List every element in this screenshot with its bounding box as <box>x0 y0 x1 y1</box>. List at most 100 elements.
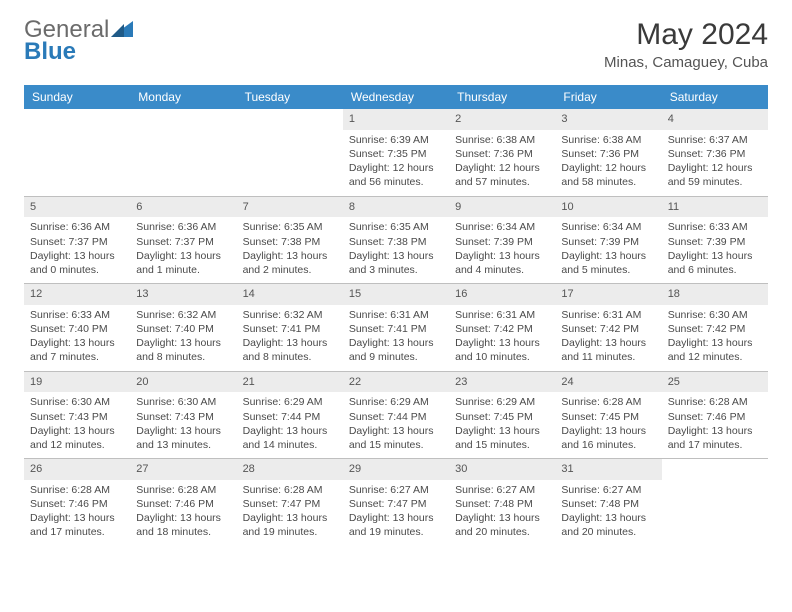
calendar-cell: 17Sunrise: 6:31 AMSunset: 7:42 PMDayligh… <box>555 284 661 371</box>
daylight-line: Daylight: 13 hours and 2 minutes. <box>243 249 337 277</box>
day-number: 28 <box>237 459 343 480</box>
brand-part2: Blue <box>24 40 133 64</box>
sunrise-line: Sunrise: 6:38 AM <box>455 133 549 147</box>
sunrise-line: Sunrise: 6:28 AM <box>30 483 124 497</box>
daylight-line: Daylight: 13 hours and 15 minutes. <box>455 424 549 452</box>
calendar-week-row: 26Sunrise: 6:28 AMSunset: 7:46 PMDayligh… <box>24 459 768 546</box>
day-details: Sunrise: 6:28 AMSunset: 7:47 PMDaylight:… <box>237 480 343 546</box>
calendar-cell: 18Sunrise: 6:30 AMSunset: 7:42 PMDayligh… <box>662 284 768 371</box>
calendar-cell: 29Sunrise: 6:27 AMSunset: 7:47 PMDayligh… <box>343 459 449 546</box>
day-number: 14 <box>237 284 343 305</box>
sunset-line: Sunset: 7:40 PM <box>30 322 124 336</box>
title-block: May 2024 Minas, Camaguey, Cuba <box>604 18 768 71</box>
day-number: 22 <box>343 372 449 393</box>
sail-icon <box>111 18 133 42</box>
sunset-line: Sunset: 7:35 PM <box>349 147 443 161</box>
daylight-line: Daylight: 13 hours and 20 minutes. <box>455 511 549 539</box>
sunset-line: Sunset: 7:42 PM <box>455 322 549 336</box>
daylight-line: Daylight: 13 hours and 8 minutes. <box>136 336 230 364</box>
month-title: May 2024 <box>604 18 768 52</box>
day-details: Sunrise: 6:27 AMSunset: 7:48 PMDaylight:… <box>555 480 661 546</box>
day-details: Sunrise: 6:28 AMSunset: 7:46 PMDaylight:… <box>24 480 130 546</box>
sunrise-line: Sunrise: 6:31 AM <box>561 308 655 322</box>
sunrise-line: Sunrise: 6:30 AM <box>136 395 230 409</box>
sunset-line: Sunset: 7:44 PM <box>243 410 337 424</box>
day-details: Sunrise: 6:30 AMSunset: 7:43 PMDaylight:… <box>24 392 130 458</box>
calendar-cell: 13Sunrise: 6:32 AMSunset: 7:40 PMDayligh… <box>130 284 236 371</box>
sunrise-line: Sunrise: 6:27 AM <box>455 483 549 497</box>
day-number: 6 <box>130 197 236 218</box>
day-number: 29 <box>343 459 449 480</box>
day-details: Sunrise: 6:37 AMSunset: 7:36 PMDaylight:… <box>662 130 768 196</box>
day-details: Sunrise: 6:36 AMSunset: 7:37 PMDaylight:… <box>130 217 236 283</box>
day-details: Sunrise: 6:36 AMSunset: 7:37 PMDaylight:… <box>24 217 130 283</box>
daylight-line: Daylight: 13 hours and 20 minutes. <box>561 511 655 539</box>
weekday-header-cell: Saturday <box>662 85 768 109</box>
daylight-line: Daylight: 13 hours and 19 minutes. <box>349 511 443 539</box>
sunset-line: Sunset: 7:39 PM <box>561 235 655 249</box>
weekday-header-cell: Friday <box>555 85 661 109</box>
calendar-cell: 15 Sunrise: 6:31 AMSunset: 7:41 PMDayligh… <box>343 284 449 371</box>
calendar-cell-empty <box>662 459 768 546</box>
calendar-cell: 26Sunrise: 6:28 AMSunset: 7:46 PMDayligh… <box>24 459 130 546</box>
daylight-line: Daylight: 13 hours and 8 minutes. <box>243 336 337 364</box>
calendar-cell: 23Sunrise: 6:29 AMSunset: 7:45 PMDayligh… <box>449 372 555 459</box>
day-details: Sunrise: 6:30 AMSunset: 7:43 PMDaylight:… <box>130 392 236 458</box>
sunrise-line: Sunrise: 6:38 AM <box>561 133 655 147</box>
sunset-line: Sunset: 7:36 PM <box>668 147 762 161</box>
daylight-line: Daylight: 13 hours and 0 minutes. <box>30 249 124 277</box>
day-number: 4 <box>662 109 768 130</box>
sunset-line: Sunset: 7:41 PM <box>349 322 443 336</box>
day-number: 18 <box>662 284 768 305</box>
sunset-line: Sunset: 7:37 PM <box>136 235 230 249</box>
daylight-line: Daylight: 13 hours and 4 minutes. <box>455 249 549 277</box>
sunset-line: Sunset: 7:46 PM <box>136 497 230 511</box>
sunset-line: Sunset: 7:38 PM <box>349 235 443 249</box>
weekday-header-cell: Thursday <box>449 85 555 109</box>
sunrise-line: Sunrise: 6:31 AM <box>349 308 443 322</box>
sunset-line: Sunset: 7:47 PM <box>243 497 337 511</box>
day-number: 19 <box>24 372 130 393</box>
calendar-cell: 7Sunrise: 6:35 AMSunset: 7:38 PMDaylight… <box>237 197 343 284</box>
calendar-cell: 4Sunrise: 6:37 AMSunset: 7:36 PMDaylight… <box>662 109 768 196</box>
day-details: Sunrise: 6:38 AMSunset: 7:36 PMDaylight:… <box>449 130 555 196</box>
sunset-line: Sunset: 7:46 PM <box>30 497 124 511</box>
day-details: Sunrise: 6:29 AMSunset: 7:45 PMDaylight:… <box>449 392 555 458</box>
calendar-cell: 1Sunrise: 6:39 AMSunset: 7:35 PMDaylight… <box>343 109 449 196</box>
daylight-line: Daylight: 13 hours and 10 minutes. <box>455 336 549 364</box>
day-details: Sunrise: 6:30 AMSunset: 7:42 PMDaylight:… <box>662 305 768 371</box>
day-details: Sunrise: 6:27 AMSunset: 7:48 PMDaylight:… <box>449 480 555 546</box>
calendar-cell: 10Sunrise: 6:34 AMSunset: 7:39 PMDayligh… <box>555 197 661 284</box>
sunrise-line: Sunrise: 6:35 AM <box>243 220 337 234</box>
sunset-line: Sunset: 7:40 PM <box>136 322 230 336</box>
calendar-cell: 8Sunrise: 6:35 AMSunset: 7:38 PMDaylight… <box>343 197 449 284</box>
day-details: Sunrise: 6:35 AMSunset: 7:38 PMDaylight:… <box>343 217 449 283</box>
sunset-line: Sunset: 7:38 PM <box>243 235 337 249</box>
daylight-line: Daylight: 13 hours and 7 minutes. <box>30 336 124 364</box>
daylight-line: Daylight: 13 hours and 17 minutes. <box>668 424 762 452</box>
day-number: 11 <box>662 197 768 218</box>
day-details: Sunrise: 6:35 AMSunset: 7:38 PMDaylight:… <box>237 217 343 283</box>
day-number: 7 <box>237 197 343 218</box>
calendar-cell: 6Sunrise: 6:36 AMSunset: 7:37 PMDaylight… <box>130 197 236 284</box>
day-details: Sunrise: 6:31 AMSunset: 7:42 PMDaylight:… <box>449 305 555 371</box>
sunrise-line: Sunrise: 6:32 AM <box>136 308 230 322</box>
day-number: 2 <box>449 109 555 130</box>
sunrise-line: Sunrise: 6:36 AM <box>30 220 124 234</box>
daylight-line: Daylight: 13 hours and 13 minutes. <box>136 424 230 452</box>
sunset-line: Sunset: 7:43 PM <box>30 410 124 424</box>
daylight-line: Daylight: 13 hours and 9 minutes. <box>349 336 443 364</box>
day-details: Sunrise: 6:29 AMSunset: 7:44 PMDaylight:… <box>237 392 343 458</box>
day-number: 9 <box>449 197 555 218</box>
weekday-header-cell: Monday <box>130 85 236 109</box>
sunrise-line: Sunrise: 6:30 AM <box>668 308 762 322</box>
sunrise-line: Sunrise: 6:31 AM <box>455 308 549 322</box>
sunset-line: Sunset: 7:37 PM <box>30 235 124 249</box>
day-details: Sunrise: 6:32 AMSunset: 7:40 PMDaylight:… <box>130 305 236 371</box>
day-number: 20 <box>130 372 236 393</box>
sunrise-line: Sunrise: 6:29 AM <box>455 395 549 409</box>
sunset-line: Sunset: 7:36 PM <box>561 147 655 161</box>
sunset-line: Sunset: 7:45 PM <box>561 410 655 424</box>
day-number: 15 <box>343 284 449 305</box>
calendar-cell: 28Sunrise: 6:28 AMSunset: 7:47 PMDayligh… <box>237 459 343 546</box>
